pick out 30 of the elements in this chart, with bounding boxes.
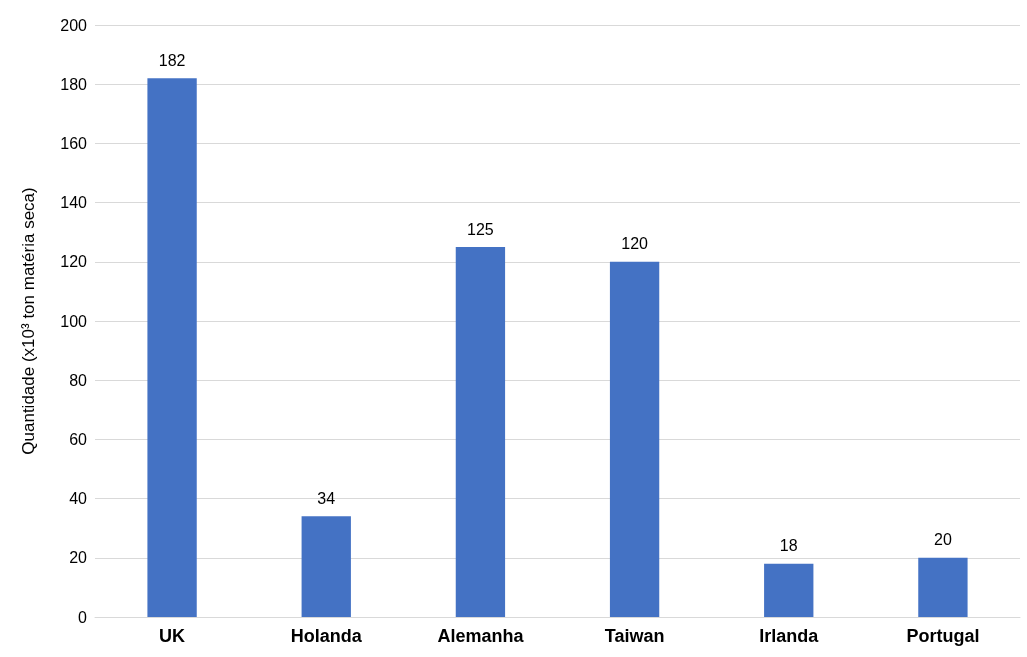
bar [609,261,660,617]
y-tick-label: 180 [60,75,88,93]
x-tick-label: Alemanha [437,626,525,646]
bar [147,78,197,617]
bar [918,557,968,617]
y-tick-label: 140 [60,194,88,212]
x-tick-label: Portugal [906,626,980,646]
x-tick-label: UK [159,626,186,646]
data-label: 125 [467,220,494,238]
data-label: 20 [934,531,952,549]
x-tick-label: Taiwan [604,626,665,646]
y-axis-title: Quantidade (x10³ ton matéria seca) [19,187,38,455]
y-tick-label: 120 [60,253,88,271]
data-label: 34 [317,489,336,507]
data-label: 182 [158,51,186,69]
y-tick-label: 200 [60,16,88,34]
y-tick-label: 160 [60,134,88,152]
data-label: 120 [621,235,649,253]
data-label: 18 [779,537,798,555]
y-tick-label: 20 [69,549,88,567]
y-tick-label: 60 [69,430,88,448]
y-tick-label: 0 [78,608,88,626]
y-tick-label: 100 [60,312,88,330]
x-tick-label: Irlanda [759,626,820,646]
bar [455,247,506,617]
y-tick-label: 80 [69,371,88,389]
x-tick-label: Holanda [290,626,363,646]
bar [301,516,351,617]
y-tick-label: 40 [69,490,88,508]
bar [764,563,814,617]
